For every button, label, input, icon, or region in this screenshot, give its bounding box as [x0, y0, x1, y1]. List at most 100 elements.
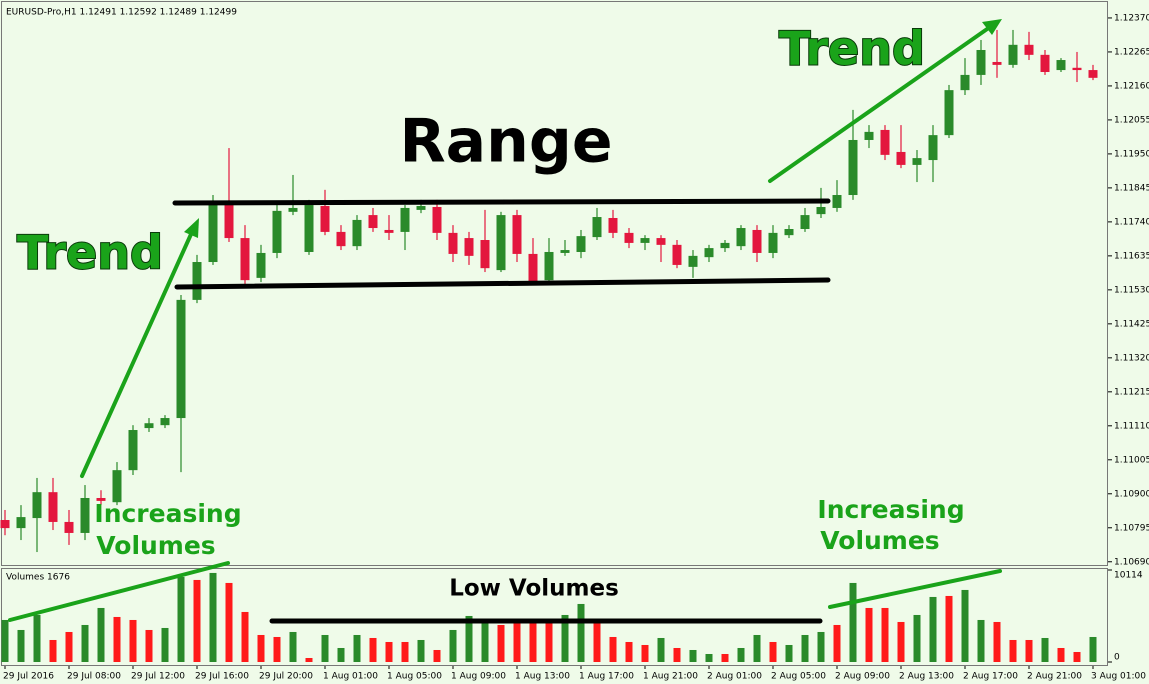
candle-body — [720, 242, 730, 249]
volume-bar — [833, 624, 841, 662]
annotation: Trend — [17, 226, 163, 280]
candle-body — [48, 492, 58, 522]
volume-bar — [817, 631, 825, 662]
volume-bar — [929, 596, 937, 662]
candle-body — [896, 151, 906, 165]
volume-bar — [305, 657, 313, 662]
candle-body — [656, 238, 666, 245]
volume-bar — [705, 653, 713, 662]
arrow-head — [982, 19, 1002, 35]
candle-body — [912, 158, 922, 165]
annotation: Range — [399, 107, 612, 177]
volume-bar — [369, 637, 377, 662]
volume-bar — [81, 624, 89, 662]
volume-bar — [225, 582, 233, 662]
candle-body — [160, 418, 170, 426]
volume-bar — [1041, 637, 1049, 662]
volume-bar — [257, 634, 265, 662]
candle-body — [928, 135, 938, 161]
x-tick-label: 2 Aug 01:00 — [707, 672, 762, 682]
candle-body — [1056, 60, 1066, 71]
volume-bar — [641, 644, 649, 662]
volume-bar — [209, 572, 217, 662]
volume-header: Volumes 1676 — [6, 573, 70, 583]
y-tick-label: 1.12265 — [1114, 47, 1149, 57]
candle-body — [592, 217, 602, 238]
volume-bar — [721, 653, 729, 662]
candle-body — [944, 90, 954, 136]
x-tick-label: 1 Aug 13:00 — [515, 672, 570, 682]
y-tick-label: 1.12055 — [1114, 115, 1149, 125]
volume-bar — [481, 621, 489, 662]
volume-bar — [881, 607, 889, 662]
candle-body — [320, 206, 330, 232]
candle-body — [32, 492, 42, 519]
candle-body — [1040, 54, 1050, 73]
volume-bar — [737, 647, 745, 662]
volume-bar — [593, 621, 601, 662]
volume-bar — [1025, 639, 1033, 662]
candle-body — [16, 517, 26, 529]
volume-panel — [1, 568, 1108, 666]
candle-body — [256, 252, 266, 278]
x-tick-label: 1 Aug 05:00 — [387, 672, 442, 682]
volume-bar — [33, 614, 41, 662]
x-tick-label: 29 Jul 2016 — [3, 672, 54, 682]
volume-bar — [1009, 639, 1017, 662]
candle-body — [448, 232, 458, 254]
candle-body — [864, 131, 874, 140]
candle-body — [400, 207, 410, 232]
candle-body — [608, 217, 618, 233]
candle-body — [960, 74, 970, 91]
candle-body — [784, 229, 794, 236]
y-tick-label: 10114 — [1114, 571, 1143, 581]
volume-bar — [945, 595, 953, 662]
x-tick-label: 2 Aug 21:00 — [1027, 672, 1082, 682]
annotation: Volumes — [96, 531, 215, 560]
volume-bar — [289, 631, 297, 662]
symbol-header: EURUSD-Pro,H1 1.12491 1.12592 1.12489 1.… — [6, 8, 237, 18]
x-tick-label: 1 Aug 17:00 — [579, 672, 634, 682]
volume-bar — [417, 639, 425, 662]
x-tick-label: 29 Jul 20:00 — [259, 672, 313, 682]
y-tick-label: 1.11845 — [1114, 183, 1149, 193]
volume-bar — [849, 582, 857, 662]
y-tick-label: 0 — [1114, 653, 1120, 663]
candle-body — [288, 207, 298, 212]
candle-body — [1072, 67, 1082, 71]
range-line — [174, 277, 831, 290]
candle-body — [512, 215, 522, 254]
annotation: Low Volumes — [449, 576, 619, 602]
volume-bar — [913, 614, 921, 662]
annotation: Increasing — [817, 495, 964, 524]
candle-body — [224, 204, 234, 239]
volume-bar — [97, 607, 105, 662]
y-tick-label: 1.11320 — [1114, 353, 1149, 363]
drawings — [8, 19, 1002, 624]
volume-bar — [785, 644, 793, 662]
x-tick-label: 1 Aug 01:00 — [323, 672, 378, 682]
volume-bar — [561, 614, 569, 662]
x-tick-label: 1 Aug 21:00 — [643, 672, 698, 682]
volume-bar — [113, 616, 121, 662]
y-tick-label: 1.11740 — [1114, 217, 1149, 227]
volume-bar — [193, 579, 201, 662]
x-tick-label: 1 Aug 09:00 — [451, 672, 506, 682]
candle-body — [96, 497, 106, 501]
candle-body — [816, 206, 826, 215]
volume-bar — [865, 607, 873, 662]
candle-body — [704, 248, 714, 258]
x-tick-label: 29 Jul 08:00 — [67, 672, 121, 682]
y-tick-label: 1.10900 — [1114, 489, 1149, 499]
volume-bar — [49, 639, 57, 662]
volume-bar — [65, 631, 73, 662]
volume-bar — [673, 647, 681, 662]
y-tick-label: 1.10795 — [1114, 523, 1149, 533]
volume-bar — [513, 619, 521, 662]
candle-body — [208, 204, 218, 263]
y-tick-label: 1.10690 — [1114, 557, 1149, 567]
candle-body — [752, 229, 762, 253]
volume-bar — [545, 619, 553, 662]
candle-body — [800, 215, 810, 229]
